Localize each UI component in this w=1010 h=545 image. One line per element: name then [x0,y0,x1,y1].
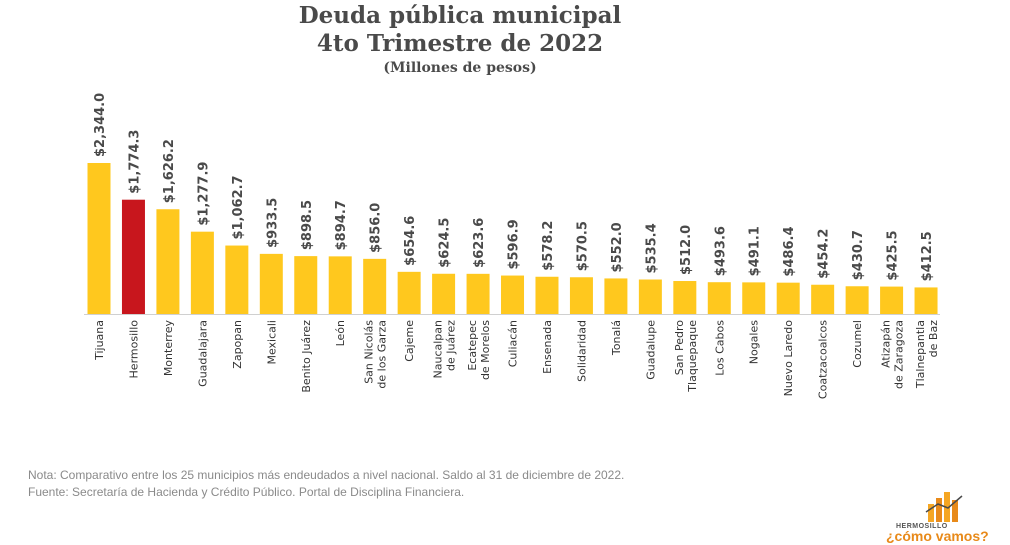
hermosillo-como-vamos-logo: HERMOSILLO ¿cómo vamos? [886,490,1004,544]
category-label-20: Nuevo Laredo [782,320,795,397]
category-label-24: Tlalnepantlade Baz [914,320,940,389]
category-label-13: Ensenada [541,320,554,374]
data-label-8: $856.0 [369,203,384,253]
category-label-9: Cajeme [403,320,416,362]
data-label-12: $596.9 [507,219,522,269]
chart-note: Nota: Comparativo entre los 25 municipio… [28,468,625,482]
bar-7 [328,256,352,314]
data-label-5: $933.5 [265,198,280,248]
bar-2 [156,209,180,314]
category-label-11: Ecatepecde Morelos [466,320,492,380]
category-label-5: Mexicali [265,320,278,365]
data-label-14: $570.5 [575,221,590,271]
bar-13 [535,276,559,314]
data-label-16: $535.4 [644,223,659,273]
category-label-17: San PedroTlaquepaque [673,320,699,393]
bar-14 [569,277,593,314]
category-label-12: Culiacán [507,320,520,367]
bar-8 [363,258,387,314]
bar-6 [294,256,318,314]
data-label-22: $430.7 [851,230,866,280]
bar-21 [811,284,835,314]
data-label-15: $552.0 [610,222,625,272]
logo-bars-icon [925,492,963,522]
category-label-19: Nogales [748,320,761,365]
data-label-10: $624.5 [438,218,453,268]
bar-11 [466,273,490,314]
data-label-24: $412.5 [920,231,935,281]
bar-18 [707,282,731,314]
bar-20 [776,282,800,314]
data-label-11: $623.6 [472,218,487,268]
chart-title-line-2: 4to Trimestre de 2022 [316,30,604,57]
data-label-3: $1,277.9 [196,162,211,226]
category-label-6: Benito Juárez [300,320,313,393]
category-label-1: Hermosillo [127,320,140,379]
category-label-18: Los Cabos [713,320,726,376]
bar-17 [673,281,697,314]
data-label-0: $2,344.0 [93,93,108,157]
chart-title-block: Deuda pública municipal 4to Trimestre de… [0,2,920,78]
data-label-23: $425.5 [886,230,901,280]
data-label-21: $454.2 [817,229,832,279]
category-label-10: Naucalpande Juárez [432,320,458,379]
category-label-14: Solidaridad [575,320,588,382]
category-label-23: Atizapánde Zaragoza [880,320,906,389]
category-label-2: Monterrey [162,320,175,377]
bar-1 [121,199,145,314]
bar-0 [87,163,111,314]
data-label-7: $894.7 [334,200,349,250]
logo-city: HERMOSILLO [896,523,948,530]
chart-subtitle: (Millones de pesos) [383,60,537,76]
category-label-0: Tijuana [93,320,106,361]
bar-3 [190,231,214,314]
bar-5 [259,253,283,314]
chart-title-line-1: Deuda pública municipal [298,2,622,29]
bar-24 [914,287,938,314]
chart-source: Fuente: Secretaría de Hacienda y Crédito… [28,485,465,499]
category-label-22: Cozumel [851,320,864,368]
data-label-19: $491.1 [748,226,763,276]
category-label-15: Tonalá [610,320,623,356]
bar-22 [845,286,869,314]
bar-10 [432,273,456,314]
bar-4 [225,245,249,314]
bar-23 [880,286,904,314]
category-label-8: San Nicolásde los Garza [363,320,389,389]
data-label-18: $493.6 [713,226,728,276]
bar-16 [638,279,662,314]
data-label-20: $486.4 [782,226,797,276]
data-label-4: $1,062.7 [231,175,246,239]
data-label-1: $1,774.3 [127,130,142,194]
data-label-2: $1,626.2 [162,139,177,203]
category-label-4: Zapopan [231,320,244,369]
category-label-16: Guadalupe [644,320,657,380]
category-label-3: Guadalajara [196,320,209,387]
bar-12 [501,275,525,314]
category-label-7: León [334,320,347,346]
data-label-9: $654.6 [403,216,418,266]
data-label-6: $898.5 [300,200,315,250]
data-label-13: $578.2 [541,221,556,271]
bar-15 [604,278,628,314]
data-label-17: $512.0 [679,225,694,275]
bar-9 [397,271,421,314]
category-label-21: Coatzacoalcos [817,320,830,399]
bar-19 [742,282,766,314]
logo-slogan: ¿cómo vamos? [886,528,989,544]
